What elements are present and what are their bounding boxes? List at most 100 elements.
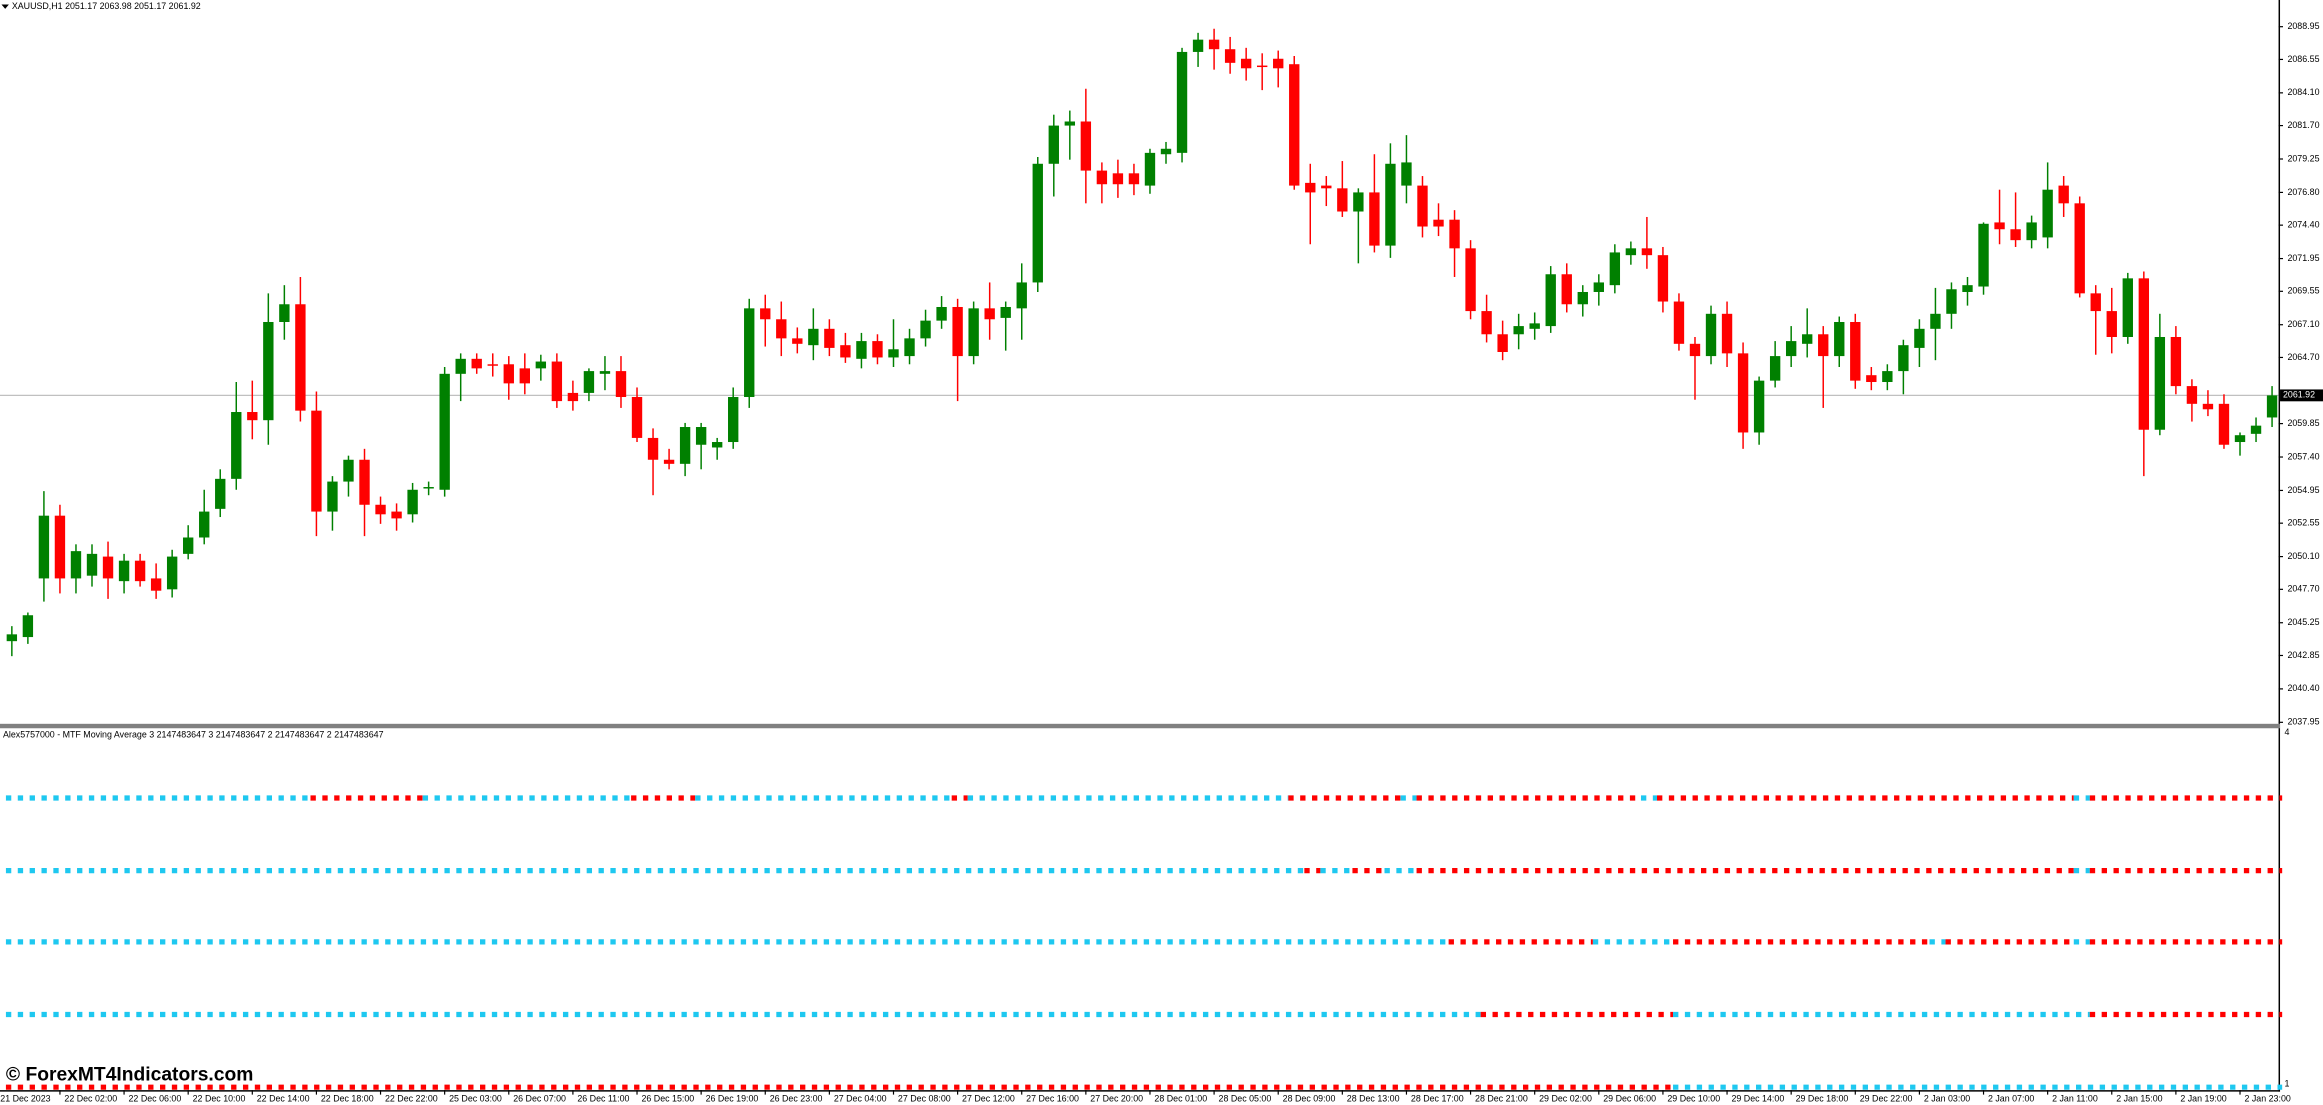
x-tick-label: 28 Dec 01:00 xyxy=(1154,1093,1207,1103)
x-tick-label: 2 Jan 19:00 xyxy=(2180,1093,2226,1103)
candle-body xyxy=(215,478,226,509)
y-tick-label: 2050.10 xyxy=(2287,551,2319,561)
candle-body xyxy=(231,412,242,479)
x-tick-label: 22 Dec 22:00 xyxy=(385,1093,438,1103)
x-tick-label: 26 Dec 23:00 xyxy=(770,1093,823,1103)
y-tick-label: 2040.40 xyxy=(2287,683,2319,693)
watermark: © ForexMT4Indicators.com xyxy=(6,1064,253,1085)
candle-body xyxy=(583,371,595,393)
x-tick-label: 2 Jan 07:00 xyxy=(1988,1093,2034,1103)
x-tick-label: 22 Dec 14:00 xyxy=(257,1093,310,1103)
candle-body xyxy=(1240,58,1252,69)
candle-body xyxy=(1032,163,1043,283)
candle-body xyxy=(1000,306,1011,318)
candle-body xyxy=(1545,274,1556,327)
candle-body xyxy=(519,368,530,384)
candle-body xyxy=(1385,163,1396,246)
x-tick-label: 29 Dec 14:00 xyxy=(1731,1093,1784,1103)
candle-body xyxy=(1353,192,1364,212)
candle-body xyxy=(1593,282,1604,292)
candle-body xyxy=(2122,278,2133,337)
candle-body xyxy=(2010,229,2021,241)
x-tick-label: 29 Dec 10:00 xyxy=(1667,1093,1720,1103)
candle-body xyxy=(1641,248,1653,256)
x-tick-label: 22 Dec 10:00 xyxy=(193,1093,246,1103)
candle-body xyxy=(2170,336,2182,387)
candle-body xyxy=(1834,321,1845,357)
candle-body xyxy=(311,410,322,512)
candle-body xyxy=(808,328,819,346)
candle-body xyxy=(327,481,338,512)
y-tick-label: 2045.25 xyxy=(2287,617,2319,627)
y-tick-label: 2042.85 xyxy=(2287,650,2319,660)
candle-body xyxy=(1064,121,1076,126)
candle-body xyxy=(1305,182,1316,193)
candle-body xyxy=(1112,173,1124,185)
y-tick-label: 2059.85 xyxy=(2287,418,2319,428)
x-tick-label: 29 Dec 22:00 xyxy=(1860,1093,1913,1103)
candle-body xyxy=(888,349,899,358)
candle-body xyxy=(1866,375,1877,383)
menu-triangle xyxy=(1,4,9,9)
candle-body xyxy=(2074,203,2085,294)
candle-body xyxy=(968,308,979,357)
candle-body xyxy=(663,459,675,464)
candle-body xyxy=(455,358,466,374)
candle-body xyxy=(247,412,258,421)
candle-body xyxy=(1513,326,1524,335)
candle-body xyxy=(199,511,210,538)
x-tick-label: 27 Dec 20:00 xyxy=(1090,1093,1143,1103)
candle-body xyxy=(1785,341,1797,357)
candle-body xyxy=(1208,39,1220,50)
candle-body xyxy=(2266,395,2278,418)
candle-body xyxy=(503,364,514,384)
candle-body xyxy=(776,319,787,339)
candle-body xyxy=(535,361,547,369)
candle-body xyxy=(6,634,18,642)
candle-body xyxy=(1048,125,1059,164)
x-tick-label: 22 Dec 02:00 xyxy=(64,1093,117,1103)
candle-body xyxy=(1160,148,1172,155)
candle-body xyxy=(1321,185,1332,189)
x-tick-label: 22 Dec 18:00 xyxy=(321,1093,374,1103)
candle-body xyxy=(423,487,434,489)
candle-body xyxy=(760,308,771,320)
candle-body xyxy=(375,504,386,515)
x-tick-label: 26 Dec 15:00 xyxy=(641,1093,694,1103)
candle-body xyxy=(1882,371,1893,383)
candle-body xyxy=(1417,185,1428,227)
candle-body xyxy=(263,321,274,421)
candle-body xyxy=(2218,403,2230,445)
y-tick-label: 2064.70 xyxy=(2287,352,2319,362)
candle-body xyxy=(1289,64,1300,186)
y-tick-label: 2054.95 xyxy=(2287,485,2319,495)
candle-body xyxy=(1337,188,1348,212)
indicator-tick-label: 4 xyxy=(2284,727,2289,737)
x-tick-label: 2 Jan 11:00 xyxy=(2052,1093,2098,1103)
candle-body xyxy=(1994,222,2005,230)
candle-body xyxy=(439,373,450,490)
candle-body xyxy=(904,338,915,357)
candle-body xyxy=(952,306,963,357)
candle-body xyxy=(1433,219,1444,227)
candle-body xyxy=(1769,356,1781,381)
candle-body xyxy=(343,459,354,482)
y-tick-label: 2052.55 xyxy=(2287,518,2319,528)
candle-body xyxy=(567,392,579,402)
candle-body xyxy=(1850,321,1861,381)
candle-body xyxy=(1144,152,1156,186)
x-tick-label: 22 Dec 06:00 xyxy=(129,1093,182,1103)
y-tick-label: 2086.55 xyxy=(2287,54,2319,64)
y-tick-label: 2088.95 xyxy=(2287,21,2319,31)
candle-body xyxy=(679,427,691,464)
candle-body xyxy=(1449,219,1460,249)
candle-body xyxy=(551,361,563,402)
candle-body xyxy=(2138,278,2150,430)
y-tick-label: 2069.55 xyxy=(2287,286,2319,296)
candle-body xyxy=(150,578,162,591)
x-tick-label: 26 Dec 11:00 xyxy=(577,1093,629,1103)
candle-body xyxy=(1978,223,1989,287)
candle-body xyxy=(984,308,995,320)
y-tick-label: 2057.40 xyxy=(2287,451,2319,461)
